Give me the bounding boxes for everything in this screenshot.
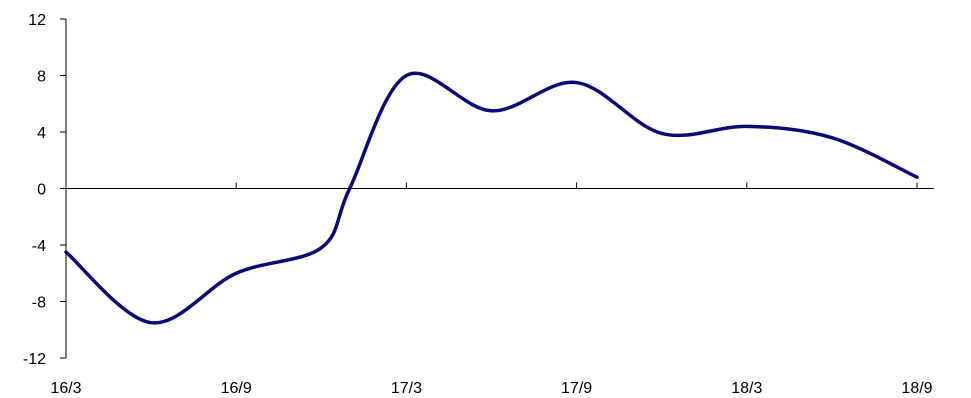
y-tick-label: 4 xyxy=(37,125,46,142)
y-tick-label: -4 xyxy=(32,238,46,255)
x-tick-label: 18/9 xyxy=(901,380,932,397)
y-tick-label: 12 xyxy=(28,12,46,29)
y-tick-label: 0 xyxy=(37,182,46,199)
y-tick-label: -12 xyxy=(23,351,46,368)
y-tick-label: -8 xyxy=(32,295,46,312)
x-tick-label: 17/3 xyxy=(391,380,422,397)
series-line xyxy=(64,71,919,325)
x-tick-label: 16/3 xyxy=(50,380,81,397)
x-tick-label: 16/9 xyxy=(221,380,252,397)
y-tick-label: 8 xyxy=(37,69,46,86)
x-tick-label: 17/9 xyxy=(561,380,592,397)
x-tick-label: 18/3 xyxy=(731,380,762,397)
